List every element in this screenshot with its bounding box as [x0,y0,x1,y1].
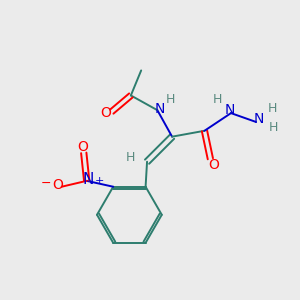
Text: H: H [126,151,136,164]
Text: +: + [95,176,105,186]
Text: N: N [224,103,235,117]
Text: O: O [77,140,88,154]
Text: N: N [155,102,166,116]
Text: N: N [254,112,264,126]
Text: H: H [269,121,278,134]
Text: H: H [268,102,277,115]
Text: −: − [40,177,51,190]
Text: H: H [213,93,222,106]
Text: O: O [52,178,63,192]
Text: O: O [208,158,219,172]
Text: O: O [100,106,111,120]
Text: N: N [82,172,94,187]
Text: H: H [166,93,175,106]
